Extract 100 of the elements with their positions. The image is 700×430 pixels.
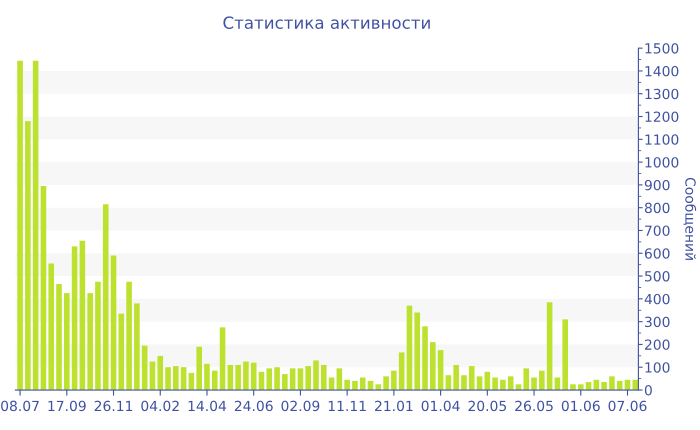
bar xyxy=(562,319,568,390)
x-tick-label: 24.06 xyxy=(234,400,273,412)
bar xyxy=(414,312,420,390)
x-tick-label: 11.11 xyxy=(328,400,366,411)
bar xyxy=(305,366,312,390)
y-tick-label: 300 xyxy=(645,316,670,328)
bar xyxy=(516,384,522,390)
bar xyxy=(554,377,560,390)
bar xyxy=(64,293,70,390)
bar xyxy=(126,282,132,390)
x-tick-label: 21.01 xyxy=(375,400,412,412)
bar xyxy=(40,186,46,390)
y-tick-label: 100 xyxy=(645,362,670,373)
bar xyxy=(157,356,164,390)
bar xyxy=(188,372,194,390)
x-tick-label: 01.04 xyxy=(422,400,460,412)
chart-title: Статистика активности xyxy=(223,16,430,29)
y-tick-label: 1200 xyxy=(645,112,678,122)
bar xyxy=(142,346,148,390)
bar xyxy=(453,364,459,390)
bar xyxy=(352,380,358,390)
bar xyxy=(531,377,537,390)
bar xyxy=(430,342,436,390)
y-tick-label: 600 xyxy=(644,248,670,259)
bar xyxy=(632,380,638,390)
bar xyxy=(220,327,226,390)
y-tick-label: 1100 xyxy=(645,134,678,145)
bar xyxy=(134,303,140,390)
bar xyxy=(586,382,592,390)
bar xyxy=(266,368,272,390)
bar xyxy=(228,364,234,390)
bar xyxy=(500,380,506,390)
x-tick-label: 14.04 xyxy=(188,400,226,412)
y-tick-label: 700 xyxy=(645,225,670,236)
y-axis-title: Сообщений xyxy=(684,178,696,260)
bar xyxy=(243,362,249,390)
bar xyxy=(180,367,186,390)
bar xyxy=(204,364,210,390)
bar xyxy=(25,121,31,390)
bar xyxy=(258,372,264,390)
bar xyxy=(461,375,467,390)
bar xyxy=(87,293,93,390)
x-tick-label: 02.09 xyxy=(281,400,320,412)
y-tick-label: 400 xyxy=(644,294,670,304)
bar xyxy=(274,367,280,390)
y-tick-label: 500 xyxy=(645,271,670,282)
bar xyxy=(391,370,397,390)
bar xyxy=(235,364,241,390)
bar xyxy=(80,240,86,390)
x-tick-label: 26.11 xyxy=(94,400,132,412)
y-tick-label: 1300 xyxy=(645,88,678,100)
bar xyxy=(48,264,54,390)
bar xyxy=(438,350,444,390)
bar xyxy=(110,256,116,390)
bar xyxy=(398,352,404,390)
bar xyxy=(468,366,475,390)
bar xyxy=(616,380,623,390)
x-tick-label: 07.06 xyxy=(608,400,647,412)
bar xyxy=(173,366,179,390)
bar xyxy=(336,368,342,390)
y-tick-label: 0 xyxy=(644,384,652,396)
bar xyxy=(360,377,366,390)
y-tick-label: 1400 xyxy=(645,66,678,76)
x-tick-label: 08.07 xyxy=(1,400,39,412)
bar xyxy=(601,382,607,390)
bar xyxy=(118,314,124,390)
bar xyxy=(102,204,109,390)
bar xyxy=(95,282,101,390)
bar xyxy=(313,360,319,390)
bar xyxy=(446,375,452,390)
bar xyxy=(546,302,552,390)
bar xyxy=(570,384,576,390)
x-tick-label: 26.05 xyxy=(515,400,553,412)
bar xyxy=(422,326,428,390)
bar xyxy=(383,376,389,390)
y-tick-label: 1000 xyxy=(645,157,678,168)
bar xyxy=(594,380,600,390)
bar xyxy=(212,370,218,390)
bar xyxy=(72,246,78,390)
y-tick-label: 900 xyxy=(644,180,670,190)
bar xyxy=(298,368,304,390)
bar xyxy=(539,370,545,390)
y-tick-label: 1500 xyxy=(645,43,678,54)
bar xyxy=(476,376,482,390)
y-tick-label: 800 xyxy=(644,202,670,214)
bar xyxy=(328,377,334,390)
bar xyxy=(165,367,171,390)
bar xyxy=(150,362,156,390)
bar xyxy=(320,364,327,390)
bar xyxy=(282,374,288,390)
bar xyxy=(523,368,530,390)
bar xyxy=(32,60,38,390)
bar xyxy=(368,380,374,390)
bar xyxy=(492,377,498,390)
bar xyxy=(624,380,630,390)
bar xyxy=(56,284,62,390)
y-tick-label: 200 xyxy=(644,339,670,350)
bar xyxy=(250,362,256,390)
x-tick-label: 17.09 xyxy=(48,400,86,412)
bar xyxy=(17,60,23,390)
